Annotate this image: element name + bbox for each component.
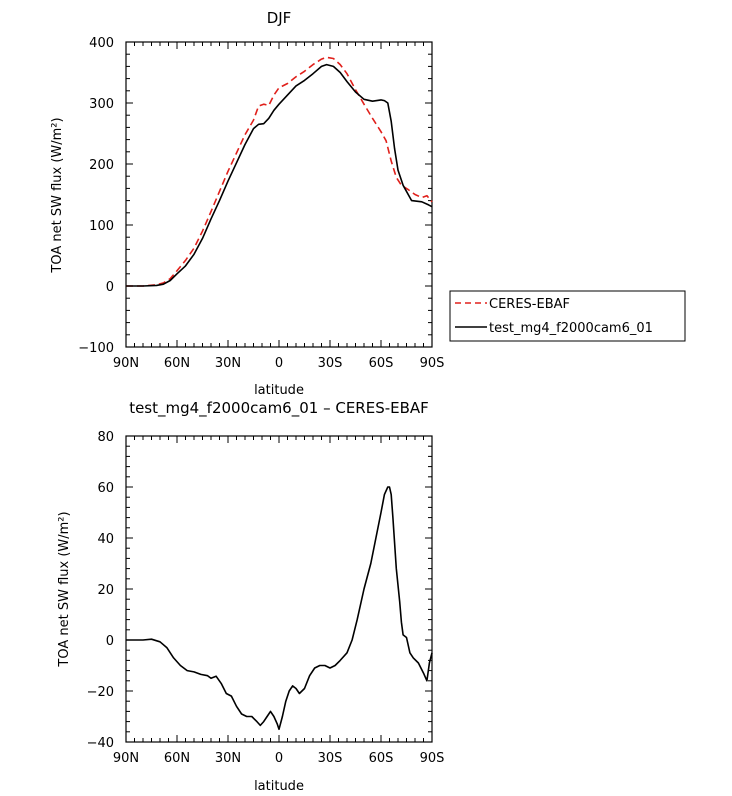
top-y-tick-label: 100 [89,219,114,234]
top-series-lines [126,56,433,287]
top-y-tick-label: −100 [78,341,114,356]
bottom-y-tick-label: 0 [106,634,114,649]
bottom-x-tick-label: 90N [113,751,139,766]
top-y-axis-label: TOA net SW flux (W/m²) [50,117,65,273]
bottom-y-tick-label: 20 [97,583,114,598]
bottom-x-tick-label: 60N [164,751,190,766]
bottom-y-tick-label: 80 [97,430,114,445]
top-y-tick-label: 200 [89,158,114,173]
bottom-y-tick-label: −40 [87,736,114,751]
top-x-tick-label: 0 [275,356,283,371]
legend: CERES-EBAF test_mg4_f2000cam6_01 [449,290,686,342]
bottom-panel-title: test_mg4_f2000cam6_01 – CERES-EBAF [129,399,429,418]
bottom-x-tick-label: 90S [420,751,445,766]
bottom-x-tick-label: 30N [215,751,241,766]
bottom-y-tick-label: −20 [87,685,114,700]
top-y-tick-label: 400 [89,36,114,51]
top-panel-title: DJF [267,9,292,27]
legend-label-ceres: CERES-EBAF [489,297,570,312]
top-x-tick-label: 30S [318,356,343,371]
bottom-y-tick-label: 40 [97,532,114,547]
top-axis-ticks: 90N 60N 30N 0 30S 60S 90S −100 0 100 200 300 400 [78,36,444,371]
top-x-tick-label: 90N [113,356,139,371]
top-panel: DJF 90N 60N 30N 0 30S 60S 90S −100 0 100 200 300 400… [50,9,444,398]
bottom-x-tick-label: 0 [275,751,283,766]
top-x-tick-label: 30N [215,356,241,371]
bottom-plot-frame [125,435,433,743]
bottom-y-axis-label: TOA net SW flux (W/m²) [57,511,72,667]
top-series-line-ceres [126,56,433,287]
bottom-x-tick-label: 60S [369,751,394,766]
top-series-line-model [126,63,433,287]
bottom-series-line-model [126,486,433,731]
top-x-tick-label: 60S [369,356,394,371]
top-y-tick-label: 0 [106,280,114,295]
bottom-y-tick-label: 60 [97,481,114,496]
legend-label-model: test_mg4_f2000cam6_01 [489,321,653,336]
legend-box [449,290,686,342]
top-x-tick-label: 90S [420,356,445,371]
top-y-tick-label: 300 [89,97,114,112]
top-plot-frame [125,41,433,348]
bottom-x-axis-label: latitude [254,779,304,794]
bottom-panel: test_mg4_f2000cam6_01 – CERES-EBAF 90N 60… [57,399,444,794]
top-x-axis-label: latitude [254,383,304,398]
bottom-x-tick-label: 30S [318,751,343,766]
bottom-series-lines [126,486,433,731]
top-x-tick-label: 60N [164,356,190,371]
bottom-axis-ticks: 90N 60N 30N 0 30S 60S 90S −40 −20 0 20 40 60 80 [87,430,445,766]
